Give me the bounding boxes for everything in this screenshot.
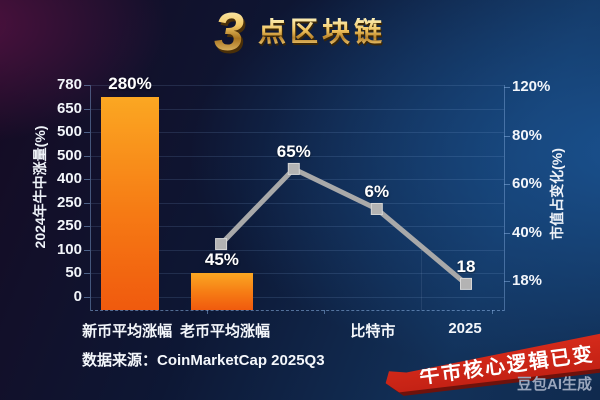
left-tick-label: 500 [56,123,82,141]
gridline-artifact [421,250,422,310]
left-tick-label: 250 [56,217,82,235]
left-tick-label: 100 [56,240,82,258]
gridline [91,202,504,204]
x-axis-tick-mark [491,310,493,314]
right-axis-tick-labels: 120% 80% 60% 40% 18% [512,78,582,310]
line-marker [287,162,300,175]
bar [100,96,160,310]
gridline [91,85,504,86]
left-tick-label: 250 [56,193,82,211]
left-tick-mark [84,108,90,110]
left-tick-label: 50 [65,264,82,282]
left-tick-label: 650 [56,99,82,117]
category-label: 2025 [448,320,482,337]
right-tick-mark [504,135,510,137]
right-tick-label: 80% [512,126,543,144]
left-axis-tick-labels: 780 650 500 500 400 250 250 100 50 0 [30,76,82,310]
right-tick-label: 40% [512,223,543,241]
right-tick-mark [504,87,510,88]
bar-data-label: 45% [204,250,239,270]
left-tick-label: 780 [56,76,82,93]
right-tick-label: 18% [512,272,543,289]
ai-watermark: 豆包AI生成 [516,376,592,393]
gridline [91,273,504,275]
right-tick-label: 60% [512,175,543,192]
left-tick-mark [84,179,90,181]
right-tick-mark [504,184,510,185]
right-tick-label: 120% [512,78,551,95]
line-marker [370,202,383,215]
plot-area: 280% 45% 65% 6% 18 [84,74,510,314]
x-axis-tick-mark [324,310,326,314]
logo: 3 点区块链 [0,4,600,60]
line-marker [215,238,228,251]
line-series [215,162,473,290]
gridline [91,179,504,181]
line-path [219,165,468,286]
bar [190,273,253,310]
left-tick-mark [84,85,90,86]
line-data-label: 65% [276,141,311,161]
gridline [91,155,504,157]
gridline [91,108,504,110]
gridline [91,132,504,134]
left-tick-mark [84,297,90,298]
logo-3-icon: 3 [213,2,245,62]
left-tick-mark [84,132,90,134]
left-tick-label: 500 [56,146,82,164]
gridline [91,249,504,251]
left-tick-mark [84,273,90,275]
data-source-note: 数据来源：CoinMarketCap 2025Q3 [82,352,325,369]
bar-data-label: 280% [108,73,152,93]
right-tick-mark [504,281,510,282]
logo-title: 点区块链 [258,16,387,47]
left-tick-mark [84,249,90,251]
left-tick-label: 400 [56,170,82,188]
category-label: 老币平均涨幅 [180,323,271,340]
line-data-label: 18 [456,256,476,276]
x-axis-category-labels: 新币平均涨幅 老币平均涨幅 比特市 2025 [82,320,503,340]
gridline [91,297,504,298]
category-label: 新币平均涨幅 [82,323,173,340]
gridline [91,226,504,228]
left-tick-mark [84,226,90,228]
left-tick-mark [84,202,90,204]
line-data-label: 6% [364,181,390,201]
category-label: 比特市 [350,323,396,340]
left-tick-mark [84,155,90,157]
right-tick-mark [504,232,510,234]
line-marker [460,277,473,290]
left-tick-label: 0 [73,288,82,305]
x-axis-tick-mark [206,310,208,314]
